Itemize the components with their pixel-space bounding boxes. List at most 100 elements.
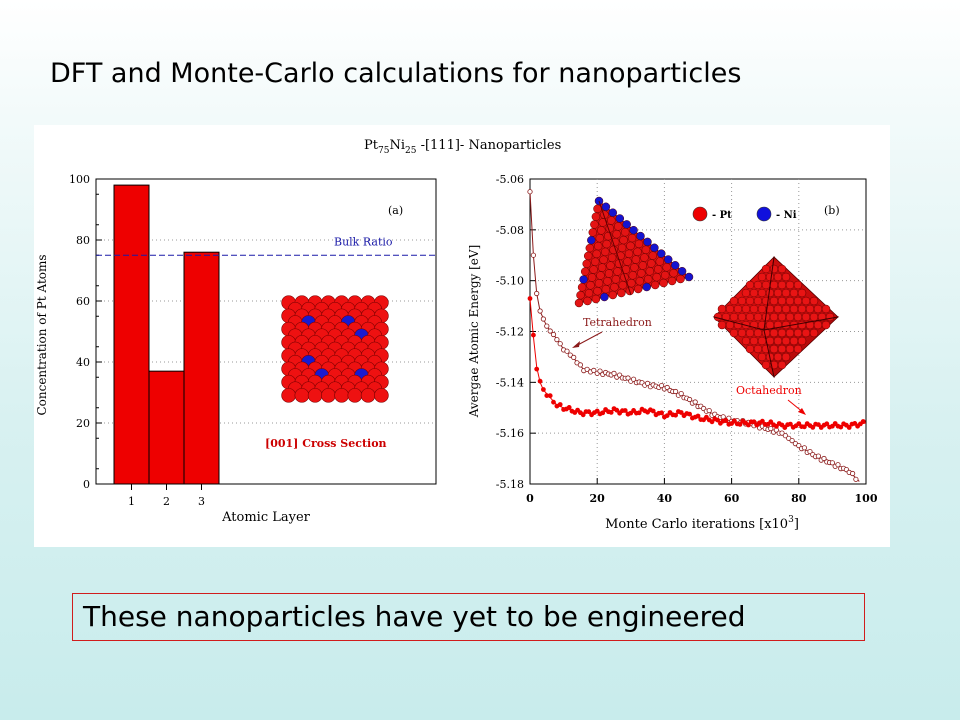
pt-atom bbox=[608, 290, 618, 300]
series-point-octahedron bbox=[774, 423, 779, 429]
series-point-tetrahedron bbox=[692, 399, 698, 405]
pt-atom bbox=[793, 312, 803, 322]
pt-atom bbox=[769, 296, 779, 306]
pt-atom bbox=[597, 226, 606, 235]
slide-title: DFT and Monte-Carlo calculations for nan… bbox=[50, 58, 742, 89]
bulk-ratio-label: Bulk Ratio bbox=[334, 235, 393, 248]
caption-text: These nanoparticles have yet to be engin… bbox=[83, 600, 746, 633]
pt-atom bbox=[769, 312, 779, 322]
series-point-octahedron bbox=[678, 410, 684, 415]
pt-atom bbox=[769, 328, 779, 338]
pt-atom bbox=[761, 360, 771, 370]
pt-atom bbox=[650, 280, 660, 290]
series-point-octahedron bbox=[824, 421, 830, 427]
ni-atom bbox=[677, 266, 687, 276]
bar-y-tick-label: 40 bbox=[76, 356, 90, 369]
bar-x-axis-label: Atomic Layer bbox=[221, 510, 311, 525]
pt-atom bbox=[603, 277, 612, 286]
ni-atom bbox=[587, 235, 596, 245]
series-point-tetrahedron bbox=[678, 390, 684, 397]
pt-atom bbox=[645, 267, 655, 276]
ni-atom bbox=[657, 249, 666, 258]
series-point-tetrahedron bbox=[835, 462, 841, 468]
pt-atom bbox=[801, 296, 811, 306]
series-point-tetrahedron bbox=[686, 396, 693, 403]
pt-atom bbox=[617, 243, 627, 253]
figure-panel: Pt75Ni25 -[111]- Nanoparticles Concentra… bbox=[34, 125, 890, 547]
ni-atom bbox=[642, 282, 651, 292]
series-point-tetrahedron bbox=[625, 375, 631, 381]
pt-atom bbox=[576, 290, 585, 300]
legend-marker bbox=[756, 206, 772, 222]
pt-atom bbox=[580, 267, 590, 276]
pt-atom bbox=[584, 288, 594, 298]
ni-atom bbox=[663, 255, 673, 264]
series-point-octahedron bbox=[594, 408, 600, 414]
pt-atom bbox=[583, 251, 593, 261]
pt-atom bbox=[574, 298, 584, 308]
pt-atom bbox=[781, 336, 791, 346]
pt-atom bbox=[789, 336, 799, 346]
series-point-tetrahedron bbox=[815, 453, 822, 459]
series-point-tetrahedron bbox=[658, 382, 665, 389]
series-point-octahedron bbox=[852, 420, 858, 426]
pt-atom bbox=[626, 241, 635, 251]
series-point-octahedron bbox=[704, 414, 709, 420]
pt-atom bbox=[606, 261, 615, 270]
pt-atom bbox=[612, 229, 621, 239]
pt-atom bbox=[793, 344, 803, 354]
pt-atom bbox=[749, 304, 759, 314]
pt-atom bbox=[757, 272, 767, 282]
series-point-octahedron bbox=[810, 424, 816, 430]
ni-atom bbox=[608, 208, 618, 217]
pt-atom bbox=[749, 288, 759, 298]
series-point-octahedron bbox=[673, 412, 678, 418]
pt-atom bbox=[577, 283, 587, 292]
pt-atom bbox=[797, 288, 807, 298]
series-point-tetrahedron bbox=[768, 425, 774, 432]
pt-atom bbox=[607, 253, 617, 263]
pt-atom bbox=[620, 227, 630, 237]
series-point-octahedron bbox=[530, 332, 536, 338]
bar-y-tick-label: 20 bbox=[76, 417, 90, 430]
pt-atom bbox=[825, 312, 835, 322]
series-point-octahedron bbox=[732, 418, 737, 424]
pt-atom bbox=[777, 360, 787, 370]
series-point-octahedron bbox=[628, 410, 634, 416]
pt-atom bbox=[676, 274, 685, 284]
pt-atom bbox=[769, 344, 779, 354]
figure-title: Pt75Ni25 -[111]- Nanoparticles bbox=[364, 138, 561, 156]
ni-atom bbox=[670, 261, 680, 270]
series-point-octahedron bbox=[695, 413, 701, 419]
series-point-tetrahedron bbox=[537, 308, 543, 314]
pt-atom bbox=[785, 344, 795, 354]
pt-atom bbox=[737, 296, 747, 306]
pt-atom bbox=[729, 328, 739, 338]
series-point-tetrahedron bbox=[577, 362, 584, 368]
bar-layer-1 bbox=[113, 184, 150, 485]
pt-atom bbox=[613, 222, 623, 231]
line-y-tick-label: -5.10 bbox=[496, 275, 524, 288]
pt-atom bbox=[627, 233, 637, 243]
bar-panel-label: (a) bbox=[388, 204, 403, 217]
bar-y-tick-label: 0 bbox=[83, 478, 90, 491]
series-point-octahedron bbox=[779, 422, 785, 428]
pt-atom bbox=[813, 304, 823, 314]
line-y-tick-label: -5.18 bbox=[496, 478, 524, 491]
line-x-tick-label: 100 bbox=[855, 492, 878, 505]
ni-atom bbox=[600, 292, 609, 302]
pt-atom bbox=[737, 312, 747, 322]
pt-atom bbox=[789, 304, 799, 314]
series-point-octahedron bbox=[746, 422, 751, 428]
series-point-octahedron bbox=[723, 418, 729, 423]
series-point-tetrahedron bbox=[779, 430, 785, 436]
series-point-octahedron bbox=[788, 421, 793, 427]
bar-plot-frame bbox=[95, 178, 437, 485]
series-point-octahedron bbox=[527, 296, 533, 301]
ni-atom bbox=[643, 237, 652, 247]
ni-atom bbox=[615, 214, 625, 223]
line-x-tick-label: 80 bbox=[791, 492, 807, 505]
series-point-tetrahedron bbox=[540, 316, 546, 322]
series-point-tetrahedron bbox=[550, 331, 557, 338]
line-x-tick-label: 60 bbox=[724, 492, 740, 505]
